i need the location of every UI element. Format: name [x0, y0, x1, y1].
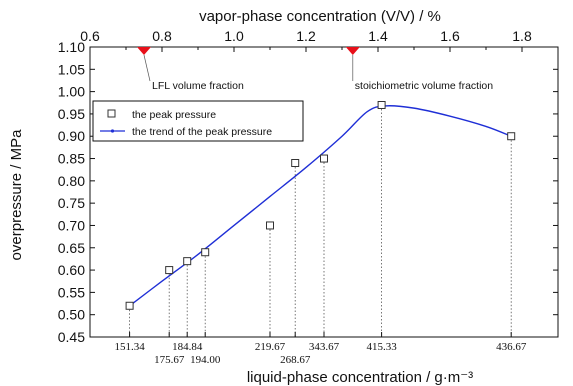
y-tick-label: 0.55	[58, 284, 85, 300]
data-point	[291, 159, 300, 167]
y-tick-label: 1.00	[58, 84, 85, 100]
data-point	[125, 301, 134, 310]
top-tick-label: 1.6	[440, 28, 460, 44]
y-tick-label: 0.45	[58, 329, 85, 345]
bottom-tick-label: 219.67	[255, 341, 286, 353]
top-tick-label: 0.6	[80, 28, 100, 44]
bottom-tick-label: 268.67	[280, 354, 311, 366]
data-point	[377, 101, 386, 109]
bottom-tick-label: 343.67	[309, 341, 340, 353]
data-point	[320, 154, 328, 163]
top-tick-label: 1.8	[512, 28, 532, 44]
bottom-axis-title: liquid-phase concentration / g·m⁻³	[247, 369, 473, 386]
y-tick-label: 0.95	[58, 106, 85, 122]
top-tick-layer: 0.6 0.8 1.0 1.2 1.4 1.6 1.8	[80, 28, 559, 52]
top-tick-label: 1.0	[224, 28, 244, 44]
legend-line-dot	[110, 129, 115, 133]
y-tick-label: 0.75	[58, 195, 85, 211]
top-axis-title: vapor-phase concentration (V/V) / %	[199, 8, 441, 25]
top-tick-label: 1.2	[296, 28, 316, 44]
volume-fraction-marker	[345, 47, 360, 55]
data-point	[266, 221, 274, 230]
legend-label-peak-pressure: the peak pressure	[132, 109, 216, 121]
legend-label-trend: the trend of the peak pressure	[132, 126, 272, 138]
marker-label: stoichiometric volume fraction	[355, 80, 493, 92]
bottom-tick-label: 184.84	[172, 341, 203, 353]
trend-layer	[129, 105, 512, 307]
bottom-tick-label: 151.34	[114, 341, 145, 353]
y-tick-label: 0.50	[58, 307, 85, 323]
data-point	[507, 132, 516, 141]
y-tick-label: 0.70	[58, 217, 85, 233]
marker-callout-line	[143, 54, 151, 82]
legend: the peak pressure the trend of the peak …	[92, 100, 304, 142]
dropline-layer	[129, 109, 512, 337]
bottom-tick-label: 194.00	[190, 354, 221, 366]
y-tick-label: 0.90	[58, 128, 85, 144]
y-tick-label: 0.65	[58, 240, 85, 256]
y-tick-label: 0.60	[58, 262, 85, 278]
point-layer	[125, 101, 516, 310]
bottom-tick-label: 415.33	[366, 341, 397, 353]
y-tick-label: 0.85	[58, 151, 85, 167]
bottom-tick-label: 436.67	[496, 341, 527, 353]
marker-layer: LFL volume fraction stoichiometric volume…	[137, 47, 493, 92]
data-point	[201, 248, 210, 257]
y-tick-label: 1.05	[58, 61, 85, 77]
y-tick-label: 0.80	[58, 173, 85, 189]
volume-fraction-marker	[137, 47, 151, 55]
data-point	[183, 257, 192, 266]
y-tick-label: 1.10	[58, 39, 85, 55]
top-tick-label: 1.4	[368, 28, 388, 44]
bottom-tick-label: 175.67	[154, 354, 185, 366]
legend-box	[92, 100, 304, 142]
marker-label: LFL volume fraction	[152, 80, 244, 92]
data-point	[165, 266, 174, 275]
top-tick-label: 0.8	[152, 28, 172, 44]
legend-square-symbol	[107, 109, 116, 118]
trend-line	[129, 105, 512, 307]
y-tick-layer: 0.45 0.50 0.55 0.60 0.65 0.70 0.75 0.80 0.85 0.90…	[58, 39, 558, 345]
y-axis-title: overpressure / MPa	[8, 129, 25, 261]
